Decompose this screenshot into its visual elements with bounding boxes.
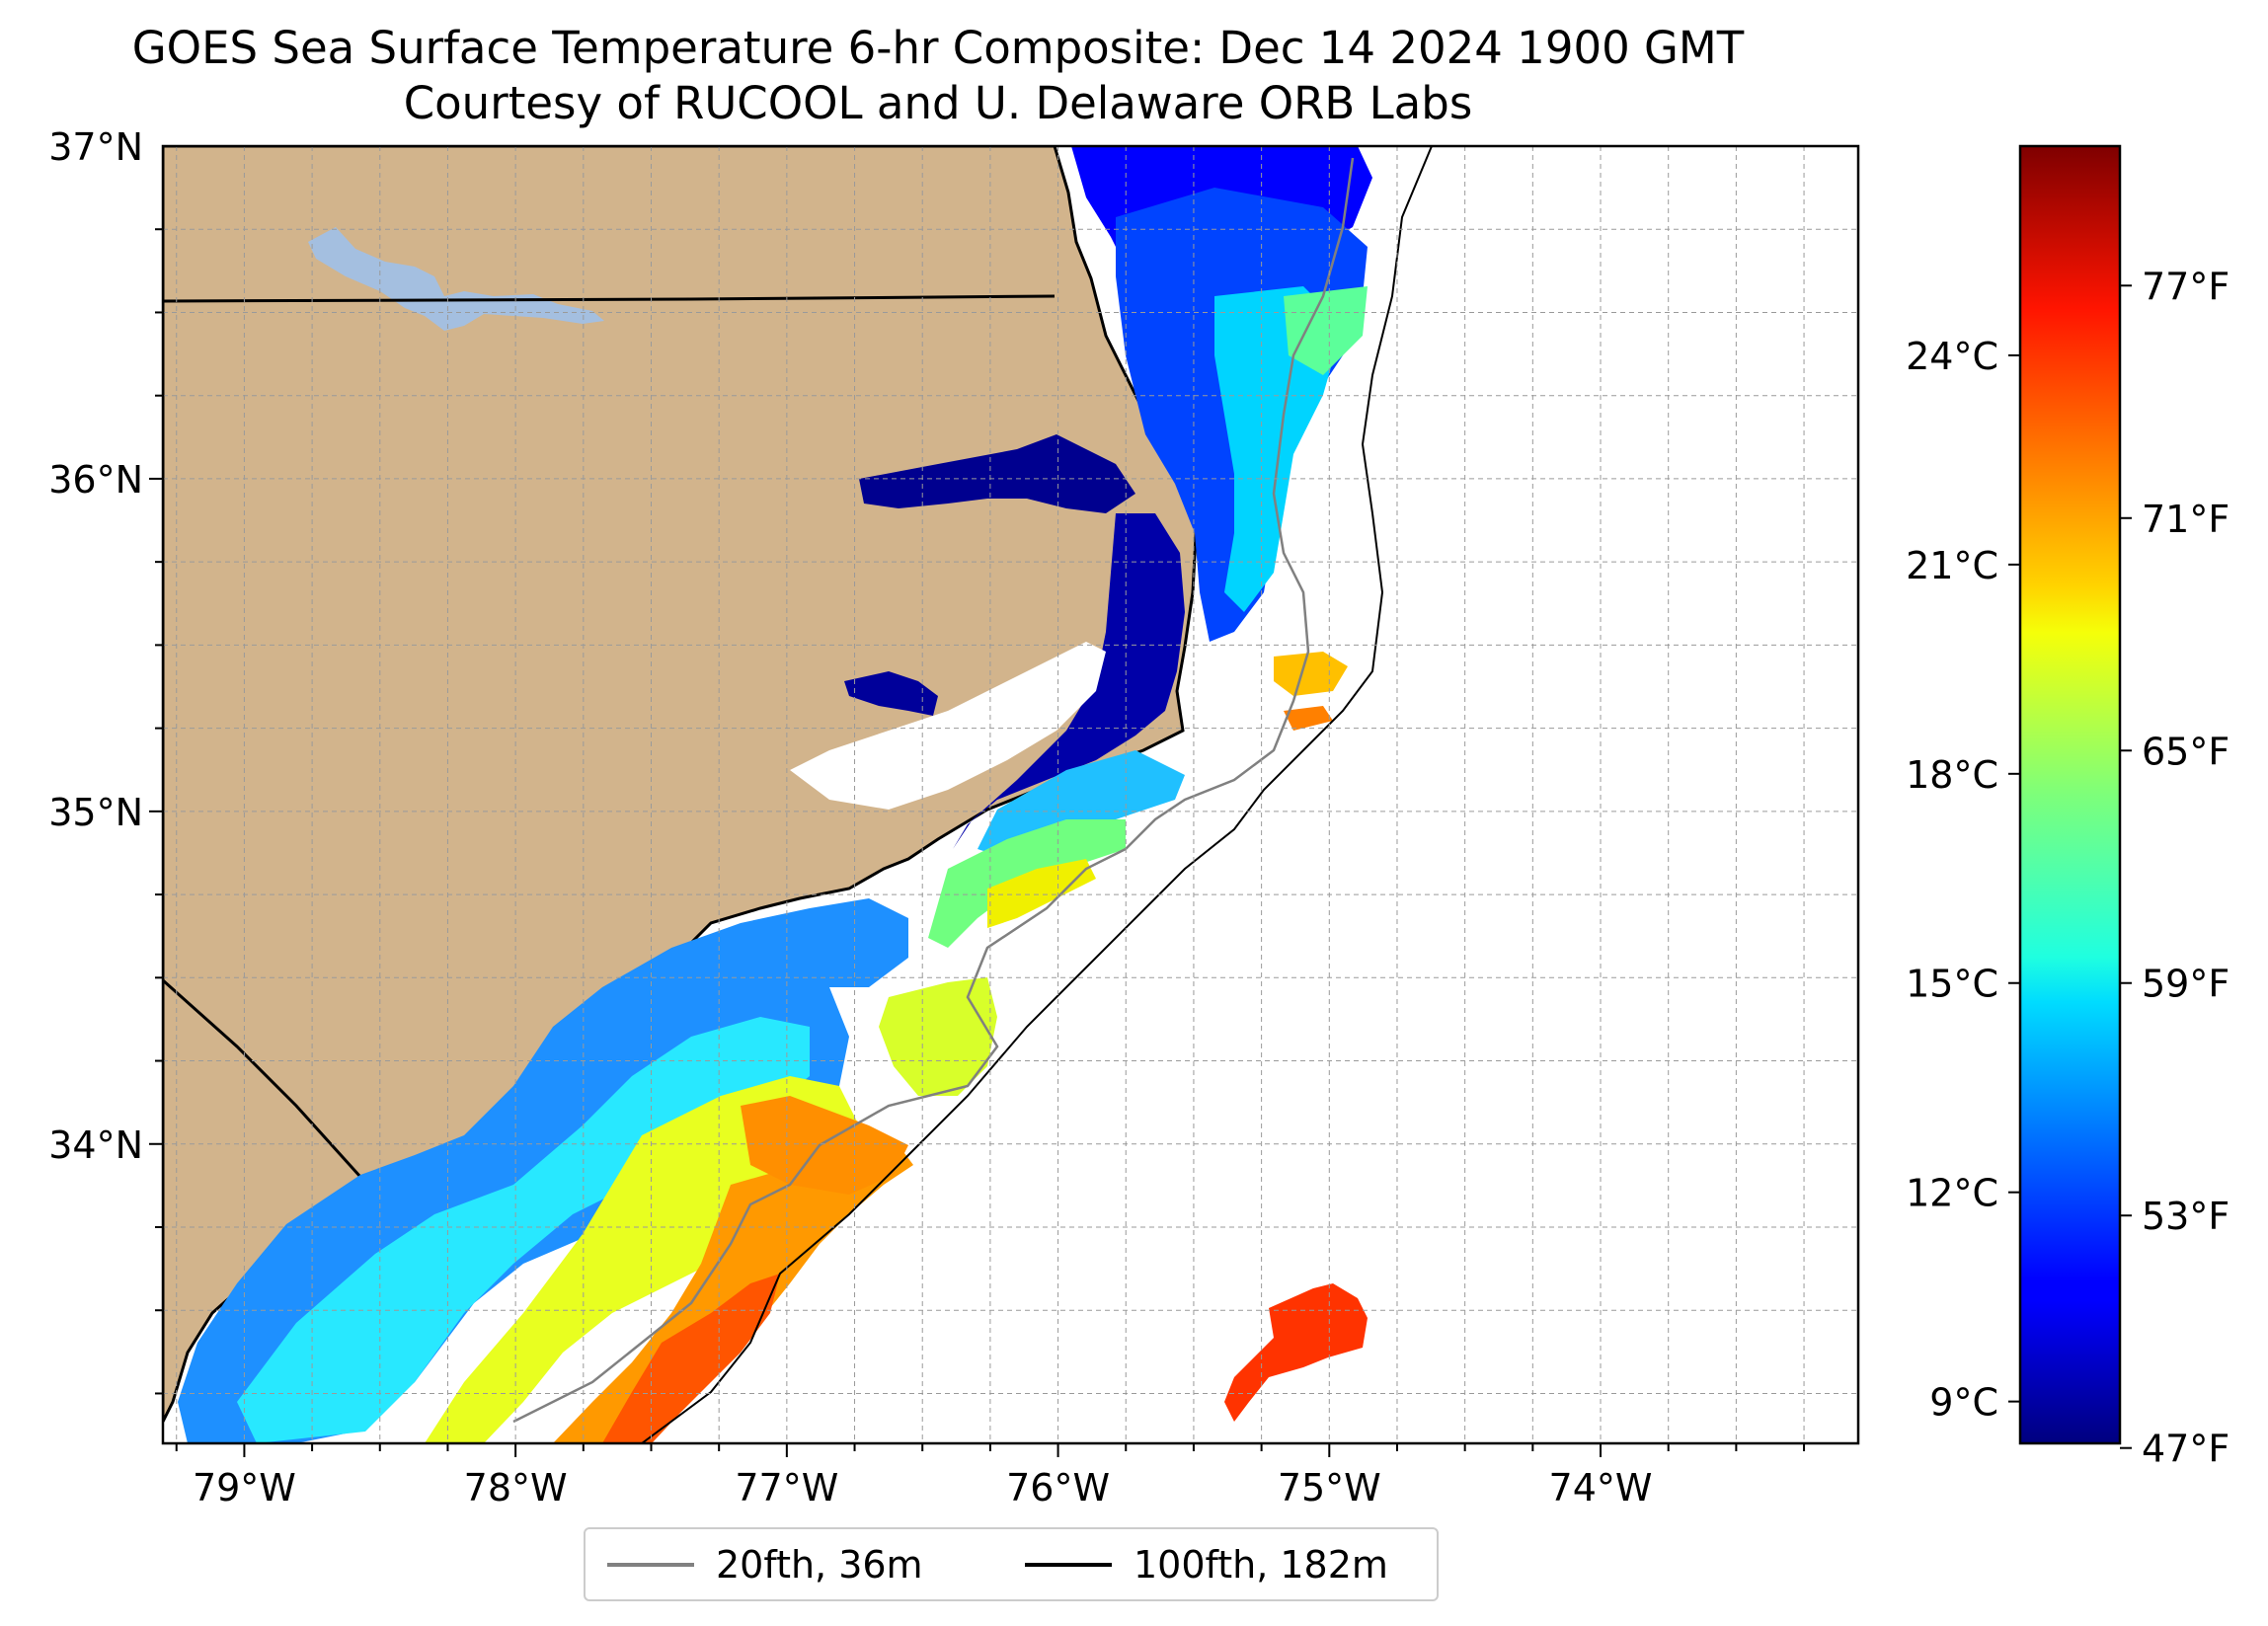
sst-patch-gulfstream-eddy bbox=[1224, 1283, 1368, 1422]
state-border-va-nc bbox=[163, 294, 1056, 303]
state-border-nc-sc bbox=[163, 978, 362, 1179]
celsius-tick-label: 9°C bbox=[1929, 1381, 1998, 1425]
sst-patch-hatteras-orange bbox=[1284, 706, 1333, 731]
pamlico-river bbox=[844, 671, 938, 716]
sst-patch-gulfstream-orange bbox=[553, 1145, 913, 1443]
lat-tick-label: 37°N bbox=[48, 125, 143, 169]
fahrenheit-tick-label: 53°F bbox=[2142, 1195, 2229, 1238]
sst-patch-capelookout-warm bbox=[879, 977, 997, 1096]
colorbar-ticks: 9°C 12°C 15°C 18°C 21°C 24°C 47°F 53°F 59°F 65°F 7… bbox=[1906, 265, 2229, 1470]
legend-label: 20fth, 36m bbox=[716, 1542, 923, 1587]
map-title: GOES Sea Surface Temperature 6-hr Compos… bbox=[131, 22, 1745, 74]
colorbar-frame bbox=[2018, 144, 2122, 1445]
inner-sound-white bbox=[790, 642, 1106, 810]
sst-patch-lookout-yellow bbox=[987, 859, 1096, 928]
fahrenheit-tick-label: 59°F bbox=[2142, 963, 2229, 1006]
isobath-100fth bbox=[641, 146, 1433, 1443]
fahrenheit-tick-label: 65°F bbox=[2142, 730, 2229, 773]
isobath-legend: 20fth, 36m 100fth, 182m bbox=[584, 1527, 1439, 1601]
legend-item-100fth: 100fth, 182m bbox=[1025, 1529, 1388, 1599]
map-panel: 34°N 35°N 36°N 37°N 79°W 78°W 77°W 76°W 75°W 74°W bbox=[48, 125, 1860, 1510]
lat-tick-label: 35°N bbox=[48, 791, 143, 834]
map-axis-ticks: 34°N 35°N 36°N 37°N 79°W 78°W 77°W 76°W 75°W 74°W bbox=[48, 125, 1806, 1510]
kerr-lake bbox=[308, 227, 604, 331]
legend-item-20fth: 20fth, 36m bbox=[607, 1529, 923, 1599]
pamlico-sound bbox=[953, 513, 1185, 849]
lon-tick-label: 77°W bbox=[735, 1466, 838, 1510]
fahrenheit-tick-label: 47°F bbox=[2142, 1428, 2229, 1471]
celsius-tick-label: 12°C bbox=[1906, 1172, 1998, 1215]
isobath-20fth bbox=[512, 157, 1355, 1424]
fahrenheit-tick-label: 71°F bbox=[2142, 498, 2229, 541]
map-subtitle: Courtesy of RUCOOL and U. Delaware ORB L… bbox=[403, 77, 1473, 129]
fahrenheit-tick-label: 77°F bbox=[2142, 265, 2229, 308]
sst-patch-gulfstream-red bbox=[602, 1274, 780, 1443]
lat-tick-label: 34°N bbox=[48, 1123, 143, 1167]
sst-patch-onslow-yellow bbox=[425, 1076, 859, 1443]
sst-patch-shelf-orange bbox=[741, 1096, 908, 1195]
legend-swatch-gray bbox=[607, 1562, 694, 1567]
celsius-tick-label: 18°C bbox=[1906, 753, 1998, 797]
map-frame bbox=[161, 144, 1860, 1445]
sst-patch-green-hatteras bbox=[1284, 286, 1368, 375]
albemarle-sound bbox=[859, 434, 1135, 513]
lat-tick-label: 36°N bbox=[48, 458, 143, 502]
colorbar-gradient bbox=[2020, 146, 2120, 1443]
lon-tick-label: 75°W bbox=[1278, 1466, 1381, 1510]
lon-tick-label: 74°W bbox=[1549, 1466, 1653, 1510]
lon-tick-label: 78°W bbox=[464, 1466, 568, 1510]
celsius-tick-label: 21°C bbox=[1906, 544, 1998, 587]
lon-tick-label: 79°W bbox=[193, 1466, 296, 1510]
lon-tick-label: 76°W bbox=[1006, 1466, 1110, 1510]
gridlines bbox=[163, 146, 1858, 1443]
colorbar: 9°C 12°C 15°C 18°C 21°C 24°C 47°F 53°F 59°F 65°F 7… bbox=[1906, 144, 2229, 1471]
celsius-tick-label: 15°C bbox=[1906, 963, 1998, 1006]
legend-swatch-black bbox=[1025, 1562, 1112, 1567]
celsius-tick-label: 24°C bbox=[1906, 335, 1998, 378]
legend-label: 100fth, 182m bbox=[1134, 1542, 1388, 1587]
